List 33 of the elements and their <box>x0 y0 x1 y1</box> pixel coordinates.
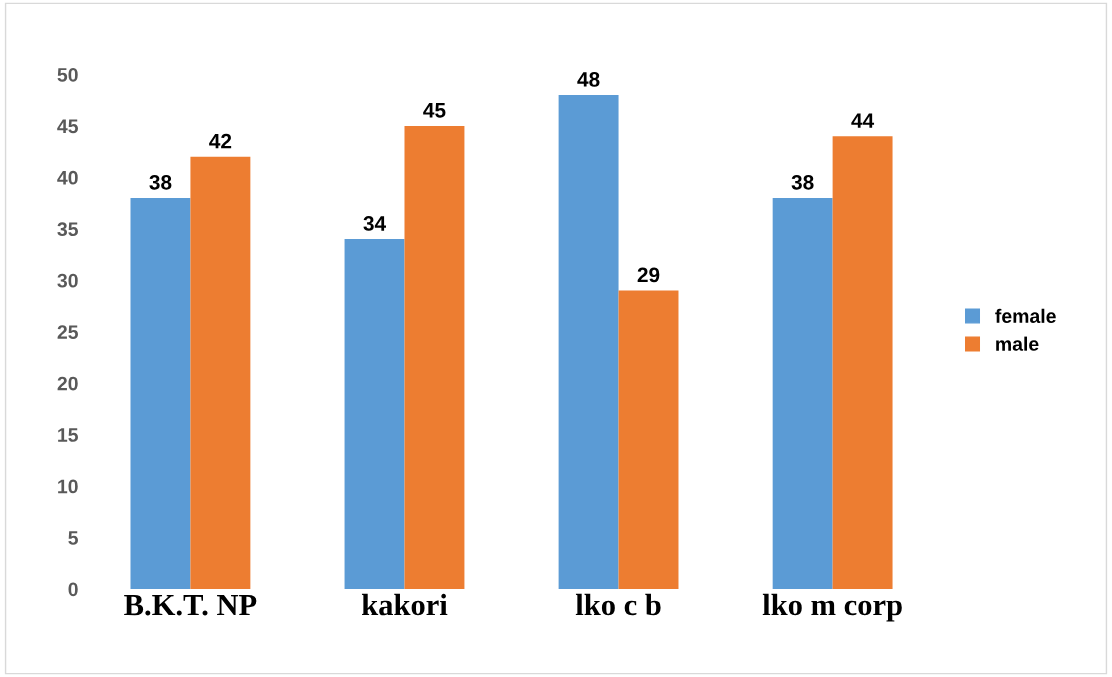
bar <box>618 290 679 589</box>
data-label: 42 <box>209 133 232 149</box>
bar <box>772 197 833 589</box>
bar <box>130 197 191 589</box>
bar <box>190 156 251 589</box>
data-label: 38 <box>149 174 172 190</box>
data-label: 29 <box>637 267 660 283</box>
y-tick-label: 25 <box>57 325 78 339</box>
data-label: 44 <box>851 113 875 128</box>
bar <box>344 239 405 589</box>
y-tick-label: 15 <box>58 428 78 442</box>
y-tick-label: 40 <box>57 170 78 185</box>
legend-label: female <box>995 308 1056 324</box>
x-tick-label: B.K.T. NP <box>124 595 257 616</box>
x-tick-label: lko m corp <box>762 593 902 622</box>
data-label: 48 <box>577 72 600 87</box>
y-tick-label: 5 <box>68 531 78 545</box>
y-tick-label: 0 <box>68 582 78 597</box>
bar <box>832 136 893 589</box>
y-tick-label: 50 <box>57 67 78 82</box>
bar <box>404 125 465 589</box>
data-label: 34 <box>363 216 386 231</box>
x-tick-label: kakori <box>361 593 448 616</box>
y-tick-label: 35 <box>57 222 78 237</box>
bar <box>558 95 619 589</box>
y-tick-label: 20 <box>57 376 78 391</box>
legend-label: male <box>996 336 1039 351</box>
y-tick-label: 45 <box>57 119 78 134</box>
data-label: 45 <box>423 103 446 118</box>
y-tick-label: 10 <box>58 479 78 494</box>
data-label: 38 <box>791 174 814 190</box>
x-tick-label: lko c b <box>575 593 661 616</box>
y-tick-label: 30 <box>57 273 78 288</box>
